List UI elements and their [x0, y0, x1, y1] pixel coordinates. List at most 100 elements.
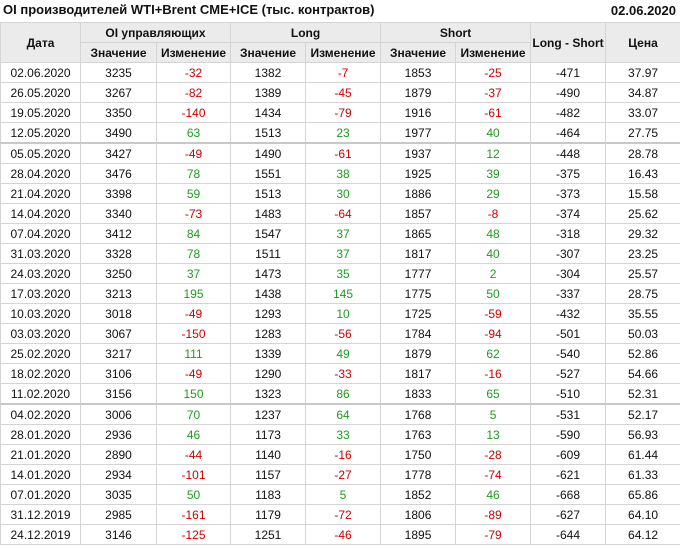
long-value-cell: 1339 [230, 343, 307, 364]
short-change-cell: -37 [455, 82, 532, 103]
long-change-cell: 38 [305, 163, 382, 184]
long-short-cell: -464 [530, 122, 607, 144]
short-change-cell: 13 [455, 424, 532, 445]
long-change-cell: -61 [305, 142, 382, 164]
oi-value-cell: 3412 [80, 223, 157, 244]
price-cell: 25.57 [605, 263, 680, 284]
price-cell: 33.07 [605, 102, 680, 123]
long-change-cell: 37 [305, 223, 382, 244]
long-short-cell: -482 [530, 102, 607, 123]
table-row: 21.01.2020 2890 -44 1140 -16 1750 -28 -609 61.44 [0, 444, 680, 465]
price-cell: 27.75 [605, 122, 680, 144]
oi-change-cell: -125 [155, 524, 232, 545]
oi-change-cell: -49 [155, 142, 232, 164]
oi-change-cell: 84 [155, 223, 232, 244]
date-cell: 18.02.2020 [0, 363, 81, 384]
short-value-cell: 1853 [380, 62, 457, 83]
table-row: 14.04.2020 3340 -73 1483 -64 1857 -8 -374 25.62 [0, 203, 680, 224]
date-cell: 24.03.2020 [0, 263, 81, 284]
price-cell: 28.75 [605, 283, 680, 304]
oi-value-cell: 3340 [80, 203, 157, 224]
oi-value-cell: 2985 [80, 504, 157, 525]
long-change-cell: -27 [305, 464, 382, 485]
long-change-cell: -46 [305, 524, 382, 545]
title-bar: OI производителей WTI+Brent CME+ICE (тыс… [0, 0, 680, 22]
oi-change-cell: -161 [155, 504, 232, 525]
long-short-cell: -621 [530, 464, 607, 485]
oi-value-cell: 3146 [80, 524, 157, 545]
short-change-cell: 39 [455, 163, 532, 184]
header-oi: OI управляющих [79, 22, 232, 43]
table-row: 12.05.2020 3490 63 1513 23 1977 40 -464 27.75 [0, 122, 680, 144]
long-short-cell: -527 [530, 363, 607, 384]
short-value-cell: 1879 [380, 343, 457, 364]
date-cell: 14.01.2020 [0, 464, 81, 485]
long-value-cell: 1434 [230, 102, 307, 123]
short-change-cell: 2 [455, 263, 532, 284]
oi-change-cell: 78 [155, 243, 232, 264]
table-row: 04.02.2020 3006 70 1237 64 1768 5 -531 52.17 [0, 403, 680, 425]
short-value-cell: 1778 [380, 464, 457, 485]
short-change-cell: 65 [455, 383, 532, 405]
short-value-cell: 1763 [380, 424, 457, 445]
long-value-cell: 1513 [230, 183, 307, 204]
header-short: Short [380, 22, 532, 43]
short-value-cell: 1777 [380, 263, 457, 284]
table-row: 07.04.2020 3412 84 1547 37 1865 48 -318 29.32 [0, 223, 680, 244]
price-cell: 15.58 [605, 183, 680, 204]
long-value-cell: 1490 [230, 142, 307, 164]
oi-change-cell: 37 [155, 263, 232, 284]
short-change-cell: -89 [455, 504, 532, 525]
price-cell: 64.10 [605, 504, 680, 525]
long-change-cell: 37 [305, 243, 382, 264]
long-value-cell: 1251 [230, 524, 307, 545]
oi-value-cell: 3035 [80, 484, 157, 505]
oi-value-cell: 3217 [80, 343, 157, 364]
date-cell: 28.04.2020 [0, 163, 81, 184]
long-change-cell: 49 [305, 343, 382, 364]
date-cell: 12.05.2020 [0, 122, 81, 144]
oi-change-cell: -32 [155, 62, 232, 83]
price-cell: 52.86 [605, 343, 680, 364]
long-short-cell: -448 [530, 142, 607, 164]
long-value-cell: 1179 [230, 504, 307, 525]
short-change-cell: 40 [455, 243, 532, 264]
short-change-cell: -61 [455, 102, 532, 123]
long-value-cell: 1237 [230, 403, 307, 425]
date-cell: 28.01.2020 [0, 424, 81, 445]
long-short-cell: -374 [530, 203, 607, 224]
table-row: 24.03.2020 3250 37 1473 35 1777 2 -304 25.57 [0, 263, 680, 284]
table-row: 11.02.2020 3156 150 1323 86 1833 65 -510 52.31 [0, 383, 680, 405]
long-short-cell: -609 [530, 444, 607, 465]
oi-change-cell: -150 [155, 323, 232, 344]
short-value-cell: 1784 [380, 323, 457, 344]
long-short-cell: -501 [530, 323, 607, 344]
date-cell: 19.05.2020 [0, 102, 81, 123]
long-value-cell: 1511 [230, 243, 307, 264]
oi-change-cell: 59 [155, 183, 232, 204]
short-change-cell: 50 [455, 283, 532, 304]
short-change-cell: -28 [455, 444, 532, 465]
oi-value-cell: 3490 [80, 122, 157, 144]
long-short-cell: -304 [530, 263, 607, 284]
long-change-cell: 30 [305, 183, 382, 204]
header-long-change: Изменение [305, 42, 382, 63]
header-oi-value: Значение [80, 42, 157, 63]
oi-value-cell: 3267 [80, 82, 157, 103]
price-cell: 35.55 [605, 303, 680, 324]
short-change-cell: -79 [455, 524, 532, 545]
price-cell: 65.86 [605, 484, 680, 505]
short-change-cell: 40 [455, 122, 532, 144]
long-value-cell: 1173 [230, 424, 307, 445]
oi-change-cell: -49 [155, 363, 232, 384]
table-row: 25.02.2020 3217 111 1339 49 1879 62 -540 52.86 [0, 343, 680, 364]
short-value-cell: 1817 [380, 363, 457, 384]
short-value-cell: 1833 [380, 383, 457, 405]
price-cell: 16.43 [605, 163, 680, 184]
oi-value-cell: 2934 [80, 464, 157, 485]
date-cell: 31.03.2020 [0, 243, 81, 264]
table-row: 18.02.2020 3106 -49 1290 -33 1817 -16 -527 54.66 [0, 363, 680, 384]
table-row: 03.03.2020 3067 -150 1283 -56 1784 -94 -501 50.0… [0, 323, 680, 344]
oi-value-cell: 3213 [80, 283, 157, 304]
long-short-cell: -590 [530, 424, 607, 445]
